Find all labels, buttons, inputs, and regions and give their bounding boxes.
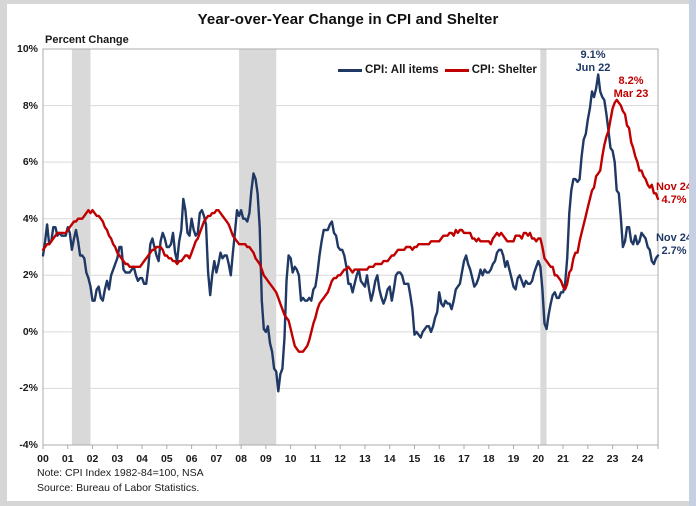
x-tick-label: 20 bbox=[532, 453, 545, 465]
all-items-line-swatch bbox=[338, 68, 362, 72]
annotation-all-items-latest: Nov 24 2.7% bbox=[652, 232, 696, 258]
annotation-shelter-peak-value: 8.2% bbox=[618, 75, 644, 87]
x-tick-label: 08 bbox=[235, 453, 247, 465]
x-tick-label: 14 bbox=[383, 453, 396, 465]
page-edge-top bbox=[0, 0, 696, 4]
shelter-line-swatch bbox=[444, 68, 469, 72]
x-tick-label: 22 bbox=[581, 453, 594, 465]
x-tick-label: 07 bbox=[210, 453, 223, 465]
x-tick-label: 13 bbox=[359, 453, 371, 465]
legend-item-shelter: CPI: Shelter bbox=[444, 64, 537, 76]
annotation-shelter-latest-value: 4.7% bbox=[661, 194, 687, 206]
x-tick-label: 03 bbox=[111, 453, 124, 465]
chart-notes: Note: CPI Index 1982-84=100, NSA Source:… bbox=[37, 466, 204, 495]
page-edge-right bbox=[689, 0, 696, 506]
legend-item-all-items: CPI: All items bbox=[338, 64, 439, 76]
x-tick-label: 19 bbox=[507, 453, 520, 465]
y-tick-label: -2% bbox=[19, 382, 38, 395]
chart-title: Year-over-Year Change in CPI and Shelter bbox=[197, 11, 499, 28]
x-tick-label: 11 bbox=[309, 453, 321, 465]
legend-label-shelter: CPI: Shelter bbox=[471, 64, 537, 76]
y-tick-label: 10% bbox=[16, 43, 38, 55]
annotation-all-items-latest-date: Nov 24 bbox=[655, 232, 693, 244]
x-tick-label: 21 bbox=[557, 453, 569, 465]
source-line: Source: Bureau of Labor Statistics. bbox=[37, 481, 200, 494]
plot-border bbox=[42, 48, 659, 446]
annotation-shelter-latest-date: Nov 24 bbox=[655, 181, 693, 193]
x-tick-label: 01 bbox=[61, 453, 74, 465]
x-tick-label: 17 bbox=[458, 453, 470, 465]
legend-label-all-items: CPI: All items bbox=[365, 64, 439, 76]
y-axis-title: Percent Change bbox=[45, 34, 129, 46]
y-tick-label: 8% bbox=[22, 99, 38, 112]
y-tick-label: 2% bbox=[22, 269, 38, 282]
x-tick-label: 06 bbox=[185, 453, 198, 465]
annotation-shelter-latest: Nov 24 4.7% bbox=[652, 181, 696, 207]
y-tick-label: 6% bbox=[22, 156, 38, 169]
x-tick-label: 05 bbox=[160, 453, 173, 465]
chart-legend: CPI: All items CPI: Shelter bbox=[338, 64, 537, 76]
recession-band bbox=[71, 49, 91, 445]
shelter-line bbox=[41, 98, 660, 353]
x-tick-label: 23 bbox=[606, 453, 619, 465]
annotation-shelter-peak-date: Mar 23 bbox=[613, 88, 649, 100]
all-items-line bbox=[41, 73, 660, 393]
x-tick-label: 16 bbox=[433, 453, 446, 465]
x-tick-label: 15 bbox=[408, 453, 421, 465]
x-tick-label: 02 bbox=[86, 453, 99, 465]
x-tick-label: 12 bbox=[334, 453, 347, 465]
y-tick-label: -4% bbox=[19, 439, 38, 451]
page-edge-left bbox=[0, 0, 7, 506]
annotation-all-items-peak: 9.1% Jun 22 bbox=[567, 49, 619, 75]
x-tick-label: 09 bbox=[260, 453, 272, 465]
y-tick-label: 0% bbox=[22, 325, 38, 338]
annotation-all-items-latest-value: 2.7% bbox=[661, 245, 687, 257]
annotation-shelter-peak: 8.2% Mar 23 bbox=[605, 75, 657, 101]
x-tick-label: 04 bbox=[136, 453, 148, 465]
x-tick-label: 18 bbox=[482, 453, 495, 465]
recession-band bbox=[239, 49, 277, 445]
y-tick-label: 4% bbox=[22, 212, 38, 225]
x-tick-label: 00 bbox=[37, 453, 49, 465]
x-tick-label: 24 bbox=[631, 453, 644, 465]
x-tick-label: 10 bbox=[284, 453, 297, 465]
annotation-all-items-peak-value: 9.1% bbox=[580, 49, 606, 61]
page-edge-bottom bbox=[0, 501, 696, 506]
note-line: Note: CPI Index 1982-84=100, NSA bbox=[37, 467, 204, 479]
annotation-all-items-peak-date: Jun 22 bbox=[575, 62, 611, 74]
